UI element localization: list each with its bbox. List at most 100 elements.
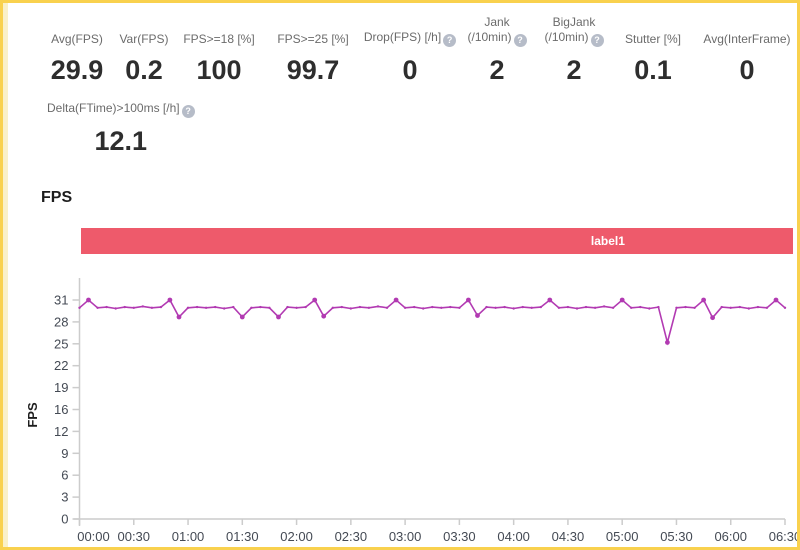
x-tick-label: 06:00 <box>714 529 747 544</box>
stat-label-text: FPS>=18 [%] <box>183 32 255 46</box>
y-tick-label: 31 <box>54 293 68 308</box>
left-highlight-strip <box>3 3 8 547</box>
fps-data-point <box>276 314 281 320</box>
fps-data-point <box>195 305 199 309</box>
y-axis-title: FPS <box>25 402 40 428</box>
fps-data-point <box>286 305 289 309</box>
stat-label: FPS>=18 [%] <box>183 15 254 47</box>
stat-label: Avg(FPS) <box>51 15 103 47</box>
stat-label: Drop(FPS) [/h]? <box>364 15 457 47</box>
fps-data-point <box>466 297 471 303</box>
stat-value: 29.9 <box>50 55 104 85</box>
fps-data-point <box>86 297 91 303</box>
fps-data-point <box>186 306 190 309</box>
stat-bigjank: BigJank (/10min)? 2 <box>535 15 613 86</box>
fps-data-point <box>756 305 760 309</box>
help-icon[interactable]: ? <box>590 34 604 47</box>
fps-data-point <box>547 297 553 303</box>
y-tick-label: 19 <box>54 380 68 395</box>
fps-data-point <box>738 305 741 309</box>
fps-data-point <box>539 305 542 309</box>
fps-data-point <box>176 314 182 320</box>
fps-data-point <box>710 315 715 321</box>
stat-fps-18: FPS>=18 [%] 100 <box>173 15 265 86</box>
stat-value: 2 <box>566 55 582 85</box>
fps-data-point <box>521 305 524 309</box>
stat-label-text: Jank <box>484 15 510 29</box>
fps-data-point <box>485 305 488 309</box>
x-tick-label: 00:00 <box>77 529 110 544</box>
stat-value: 0 <box>739 55 755 85</box>
x-tick-label: 02:00 <box>280 529 313 544</box>
stat-label-text: Drop(FPS) [/h]? <box>364 30 457 47</box>
fps-data-point <box>96 306 99 309</box>
stat-value: 0.2 <box>125 55 163 85</box>
fps-data-point <box>512 307 515 310</box>
fps-section-title: FPS <box>41 189 73 206</box>
fps-data-point <box>413 305 416 309</box>
y-tick-label: 25 <box>54 336 68 351</box>
stat-label: BigJank (/10min)? <box>544 15 604 47</box>
fps-data-point <box>385 306 389 309</box>
x-tick-label: 03:30 <box>443 529 476 544</box>
fps-data-point <box>376 305 380 308</box>
stats-summary-row-2: Delta(FTime)>100ms [/h]? 12.1 <box>47 101 195 157</box>
stat-label-text: Var(FPS) <box>119 32 169 46</box>
fps-data-point <box>449 305 452 309</box>
stat-label-text: Stutter [%] <box>624 32 682 46</box>
y-tick-label: 16 <box>54 402 68 417</box>
fps-data-point <box>167 297 173 303</box>
stat-drop-fps-h: Drop(FPS) [/h]? 0 <box>361 15 459 86</box>
fps-data-point <box>367 306 371 309</box>
fps-data-point <box>665 340 670 345</box>
x-tick-label: 04:00 <box>497 529 530 544</box>
fps-data-point <box>268 306 271 309</box>
stat-label-text: (/10min)? <box>544 30 604 47</box>
stat-label-text: FPS>=25 [%] <box>277 32 349 46</box>
help-icon[interactable]: ? <box>181 105 195 118</box>
y-tick-label: 9 <box>61 446 68 461</box>
stat-label: FPS>=25 [%] <box>277 15 348 47</box>
fps-line-chart: 0 3 6 9 12 16 19 22 25 28 31 00:00 00:30 01:00 01:30 02… <box>25 278 800 544</box>
y-tick-label: 6 <box>61 468 68 483</box>
fps-data-point <box>141 305 144 308</box>
fps-data-point <box>349 307 352 310</box>
fps-data-point <box>575 307 579 310</box>
fps-data-point <box>675 306 678 309</box>
stat-value: 12.1 <box>94 126 148 156</box>
fps-data-point <box>403 306 407 309</box>
stat-jank: Jank (/10min)? 2 <box>459 15 535 86</box>
y-tick-label: 0 <box>61 512 68 527</box>
fps-data-point <box>105 305 108 309</box>
fps-data-point <box>440 306 443 309</box>
fps-data-point <box>783 306 787 309</box>
x-tick-label: 06:30 <box>769 529 800 544</box>
help-icon[interactable]: ? <box>443 34 457 47</box>
stat-label: Stutter [%] <box>625 15 681 47</box>
stat-label: Var(FPS) <box>119 15 168 47</box>
fps-data-point <box>611 306 615 309</box>
fps-data-point <box>530 306 533 309</box>
stat-label-text: BigJank <box>552 15 596 29</box>
stat-stutter: Stutter [%] 0.1 <box>613 15 693 86</box>
fps-data-point <box>232 305 235 309</box>
fps-data-point <box>747 307 750 310</box>
fps-data-point <box>657 305 660 309</box>
stat-value: 99.7 <box>286 55 340 85</box>
fps-data-point <box>765 306 769 309</box>
fps-data-point <box>295 306 298 309</box>
scene-label-banner: label1 <box>81 228 793 254</box>
fps-data-point <box>340 305 343 309</box>
stat-avg-interframe: Avg(InterFrame) 0 <box>693 15 797 86</box>
fps-data-point <box>214 305 217 309</box>
y-tick-label: 3 <box>61 490 68 505</box>
stat-label-text: Delta(FTime)>100ms [/h]? <box>47 101 195 118</box>
fps-data-point <box>422 307 425 310</box>
fps-data-point <box>204 306 208 309</box>
stat-avg-fps: Avg(FPS) 29.9 <box>39 15 115 86</box>
help-icon[interactable]: ? <box>513 34 527 47</box>
stat-label-text: Avg(FPS) <box>51 32 103 46</box>
fps-data-point <box>701 297 706 303</box>
fps-data-point <box>557 306 561 309</box>
